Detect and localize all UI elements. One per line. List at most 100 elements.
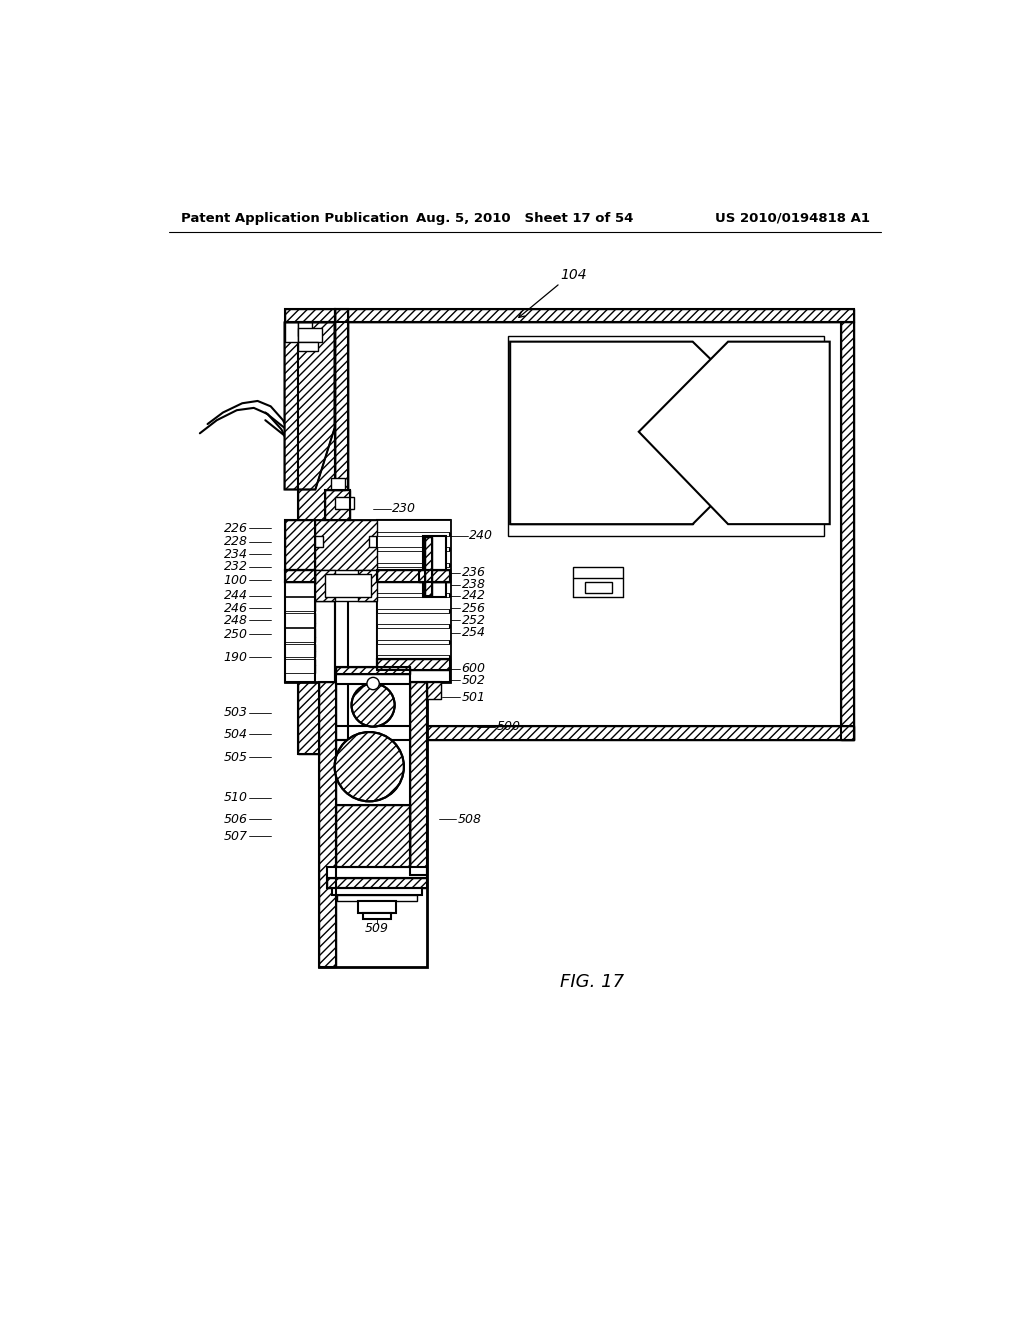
Bar [285,612,315,627]
Bar [377,659,451,671]
Text: 246: 246 [223,602,248,615]
Bar [335,498,354,508]
Bar [285,597,315,611]
Bar [377,552,451,562]
Bar [327,867,427,878]
Bar [419,570,451,582]
Bar [410,682,427,874]
Bar [285,570,451,582]
Bar [331,478,345,490]
Bar [336,667,410,675]
Bar [319,682,427,966]
Text: 500: 500 [497,721,520,733]
Text: 504: 504 [223,727,248,741]
Text: 228: 228 [223,536,248,548]
Text: 600: 600 [462,663,485,676]
Bar [333,887,422,895]
Bar [285,659,315,673]
Polygon shape [508,335,823,536]
Text: 506: 506 [223,813,248,825]
Bar [425,537,432,595]
Bar [336,805,410,867]
Text: 509: 509 [365,921,389,935]
Text: 104: 104 [560,268,587,282]
Text: 100: 100 [223,574,248,587]
Circle shape [351,684,394,726]
Bar [585,582,611,594]
Bar [325,574,371,597]
Bar [298,327,322,342]
Bar [336,667,410,675]
Bar [285,644,315,657]
Bar [377,659,451,682]
Bar [285,582,315,682]
Text: US 2010/0194818 A1: US 2010/0194818 A1 [715,213,869,224]
Bar [285,659,315,673]
Text: 240: 240 [469,529,494,543]
Bar [377,597,451,609]
Bar [377,570,451,582]
Text: 254: 254 [462,626,485,639]
Bar [335,726,854,739]
Bar [336,805,410,867]
Bar [419,570,451,582]
Bar [377,628,451,640]
Text: 510: 510 [223,791,248,804]
Bar [285,582,315,595]
Bar [327,878,427,887]
Bar [841,322,854,739]
Text: 248: 248 [223,614,248,627]
Text: 234: 234 [223,548,248,561]
Bar [298,322,312,337]
Bar [335,726,854,739]
Text: Patent Application Publication: Patent Application Publication [180,213,409,224]
Text: 503: 503 [223,706,248,719]
Bar [377,612,451,624]
Circle shape [367,677,379,689]
Bar [336,667,410,684]
Polygon shape [639,342,829,524]
Bar [410,682,427,874]
Text: 501: 501 [462,690,485,704]
Bar [319,682,336,966]
Bar [285,570,315,582]
Polygon shape [315,520,377,570]
Bar [326,490,350,520]
Bar [348,322,841,726]
Text: 232: 232 [223,560,248,573]
Text: Aug. 5, 2010   Sheet 17 of 54: Aug. 5, 2010 Sheet 17 of 54 [416,213,634,224]
Bar [285,644,315,657]
Bar [298,322,335,754]
Bar [315,570,377,601]
Bar [285,628,315,642]
Circle shape [335,733,403,801]
Bar [327,878,427,887]
Text: 244: 244 [223,589,248,602]
Bar [326,490,350,520]
Bar [377,536,451,548]
Bar [377,644,451,655]
Bar [425,537,432,595]
Bar [285,570,315,582]
Polygon shape [510,342,692,524]
Text: 190: 190 [223,651,248,664]
Bar [298,322,335,754]
Text: 508: 508 [458,813,482,825]
Text: FIG. 17: FIG. 17 [560,973,625,991]
Bar [377,520,451,682]
Bar [285,520,451,682]
Bar [335,309,854,322]
Bar [841,322,854,739]
Bar [298,342,317,351]
Bar [377,582,451,594]
Bar [319,682,336,966]
Polygon shape [285,322,335,490]
Text: 507: 507 [223,829,248,842]
Text: 226: 226 [223,521,248,535]
Bar [285,612,315,627]
Text: 250: 250 [223,628,248,640]
Text: 230: 230 [392,502,417,515]
Bar [315,570,335,601]
Bar [335,309,854,322]
Bar [377,520,451,532]
